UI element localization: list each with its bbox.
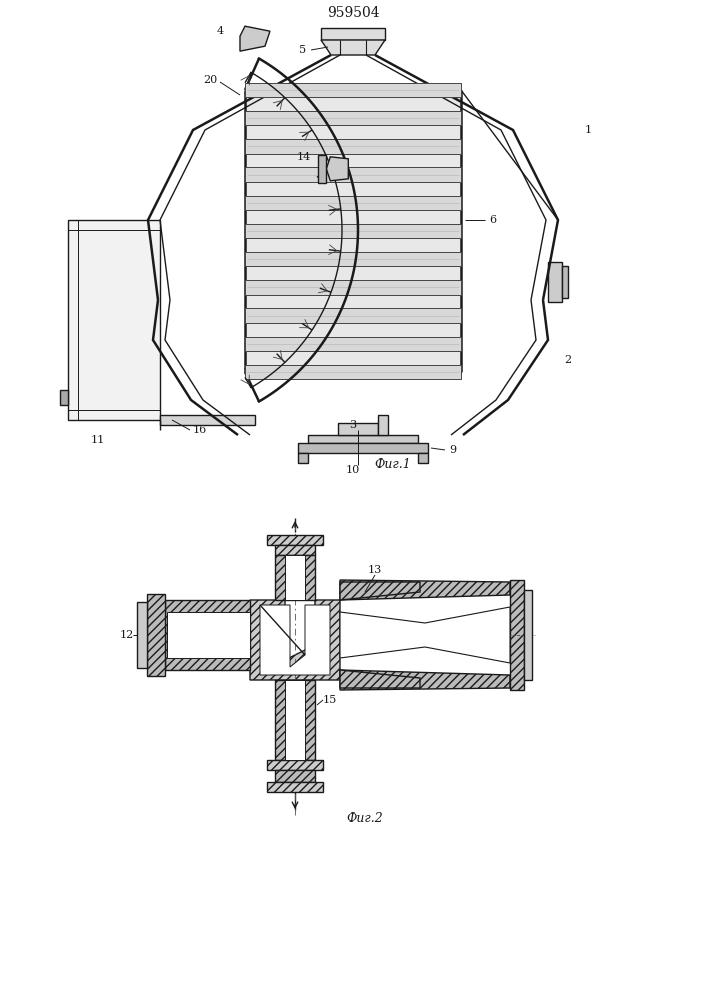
Polygon shape	[245, 111, 461, 125]
Polygon shape	[250, 600, 340, 680]
Polygon shape	[160, 415, 255, 425]
Polygon shape	[562, 266, 568, 298]
Polygon shape	[167, 612, 250, 658]
Text: 10: 10	[346, 465, 360, 475]
Text: 5: 5	[300, 45, 307, 55]
Polygon shape	[340, 670, 510, 690]
Polygon shape	[245, 365, 461, 379]
Polygon shape	[285, 555, 305, 600]
Polygon shape	[327, 157, 349, 181]
Polygon shape	[340, 580, 510, 600]
Text: 14: 14	[296, 152, 310, 162]
Polygon shape	[60, 390, 68, 405]
Text: 9: 9	[450, 445, 457, 455]
Polygon shape	[245, 224, 461, 238]
Polygon shape	[245, 83, 461, 97]
Text: 1: 1	[585, 125, 592, 135]
Polygon shape	[165, 600, 250, 670]
Polygon shape	[267, 535, 323, 545]
Polygon shape	[285, 680, 305, 760]
Polygon shape	[147, 594, 165, 676]
Polygon shape	[548, 262, 562, 302]
Polygon shape	[240, 26, 270, 51]
Polygon shape	[275, 680, 315, 760]
Text: 2: 2	[564, 355, 571, 365]
Polygon shape	[340, 607, 510, 663]
Polygon shape	[510, 580, 524, 690]
Polygon shape	[245, 337, 461, 351]
Polygon shape	[245, 196, 461, 210]
Polygon shape	[298, 453, 308, 463]
Polygon shape	[260, 605, 330, 675]
Text: 959504: 959504	[327, 6, 380, 20]
Polygon shape	[245, 252, 461, 266]
Polygon shape	[338, 423, 378, 435]
Polygon shape	[378, 415, 388, 435]
Polygon shape	[308, 435, 418, 443]
Polygon shape	[275, 555, 315, 600]
Text: 6: 6	[489, 215, 496, 225]
Text: 15: 15	[323, 695, 337, 705]
Text: 13: 13	[368, 565, 382, 575]
Polygon shape	[267, 782, 323, 792]
Polygon shape	[245, 90, 461, 372]
Polygon shape	[321, 28, 385, 40]
Polygon shape	[275, 545, 315, 555]
Polygon shape	[245, 167, 461, 182]
Polygon shape	[340, 670, 420, 688]
Text: Фиг.1: Фиг.1	[375, 458, 411, 472]
Polygon shape	[137, 602, 147, 668]
Polygon shape	[245, 308, 461, 323]
Text: 12: 12	[120, 630, 134, 640]
Polygon shape	[318, 155, 327, 183]
Text: 20: 20	[203, 75, 217, 85]
Polygon shape	[245, 280, 461, 295]
Polygon shape	[340, 582, 420, 600]
Polygon shape	[298, 443, 428, 453]
Polygon shape	[275, 770, 315, 782]
Polygon shape	[245, 139, 461, 154]
Text: 11: 11	[91, 435, 105, 445]
Text: Фиг.2: Фиг.2	[346, 812, 383, 824]
Polygon shape	[68, 220, 160, 420]
Polygon shape	[267, 760, 323, 770]
Text: 4: 4	[216, 26, 223, 36]
Polygon shape	[524, 590, 532, 680]
Polygon shape	[321, 40, 385, 55]
Text: 3: 3	[349, 420, 356, 430]
Polygon shape	[418, 453, 428, 463]
Text: 16: 16	[193, 425, 207, 435]
Text: 7: 7	[315, 176, 322, 186]
